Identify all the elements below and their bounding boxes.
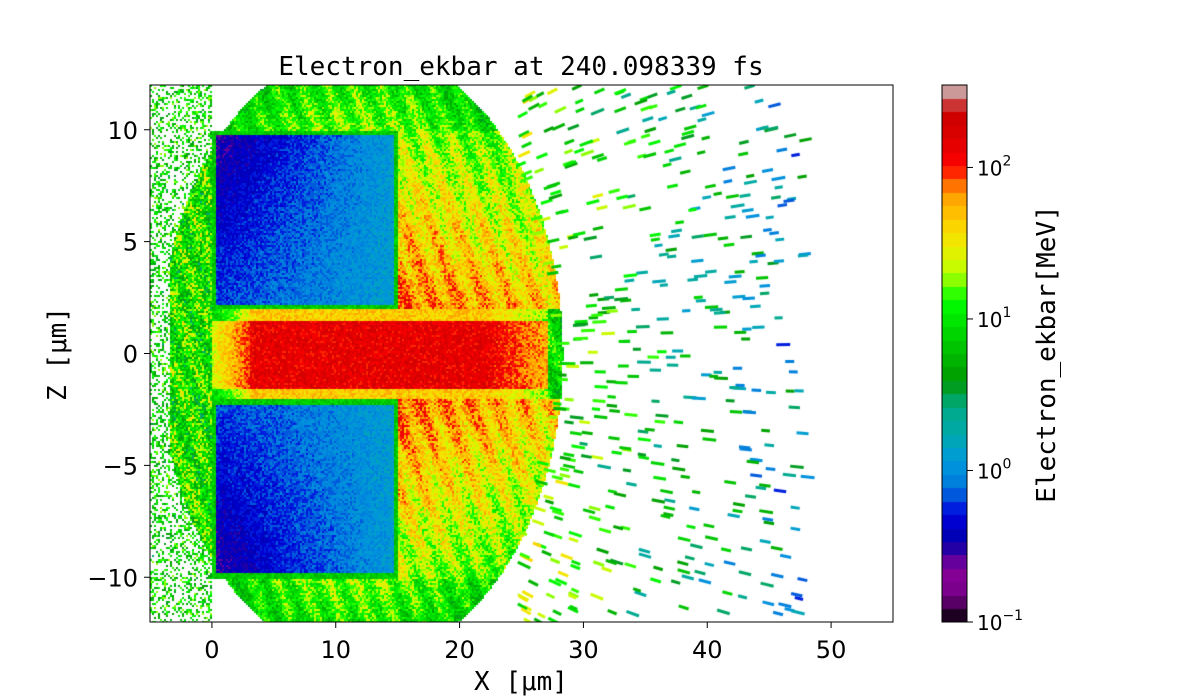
x-tick-label: 10 xyxy=(320,636,351,664)
colorbar-tick-label: 101 xyxy=(977,305,1011,332)
colorbar-axis: 10−1 100 101 102 xyxy=(967,153,1023,635)
y-tick-label: −10 xyxy=(87,564,138,592)
x-tick-label: 0 xyxy=(204,636,219,664)
y-tick-label: −5 xyxy=(103,452,138,480)
y-axis: −10 −5 0 5 10 xyxy=(87,117,150,592)
y-tick-label: 0 xyxy=(123,341,138,369)
colorbar-label: Electron_ekbar[MeV] xyxy=(1032,205,1062,502)
y-tick-label: 5 xyxy=(123,229,138,257)
colorbar-tick-label: 102 xyxy=(977,153,1011,180)
colorbar-tick-label: 100 xyxy=(977,456,1011,483)
colorbar-gradient xyxy=(942,85,967,622)
heatmap-field xyxy=(150,85,893,622)
x-tick-label: 20 xyxy=(444,636,475,664)
y-tick-label: 10 xyxy=(107,117,138,145)
x-axis: 0 10 20 30 40 50 xyxy=(204,622,846,664)
plot-frame xyxy=(149,84,894,623)
x-axis-label: X [μm] xyxy=(474,667,568,697)
chart-title: Electron_ekbar at 240.098339 fs xyxy=(278,52,763,82)
x-tick-label: 50 xyxy=(816,636,847,664)
colorbar-frame xyxy=(941,84,968,623)
x-tick-label: 30 xyxy=(568,636,599,664)
colorbar-tick-label: 10−1 xyxy=(977,608,1023,635)
y-axis-label: Z [μm] xyxy=(43,307,73,401)
x-tick-label: 40 xyxy=(692,636,723,664)
